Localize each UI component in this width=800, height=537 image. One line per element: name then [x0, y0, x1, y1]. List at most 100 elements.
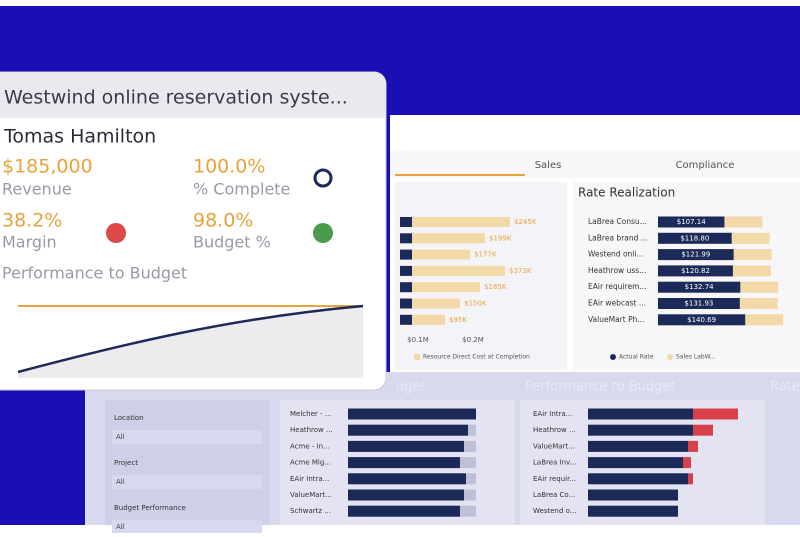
budget-bar: [348, 457, 460, 469]
budget-bar: [348, 440, 464, 452]
rate-bar: [658, 249, 734, 261]
card-header: [0, 72, 386, 118]
card: Westwind online reservation syste... Tom…: [0, 71, 387, 391]
rate-bar: [658, 232, 732, 244]
panel-title: Performance to Budget: [525, 380, 675, 395]
kpi-value: 98.0%: [193, 210, 253, 232]
cost-bar: [400, 217, 412, 227]
row-label: EAir Intra...: [290, 475, 329, 483]
cost-bar: [400, 314, 412, 325]
perf-over: [693, 424, 713, 436]
filter-label: Location: [114, 414, 144, 422]
row-label: Westend onli...: [588, 250, 644, 259]
perf-bar: [588, 424, 693, 436]
kpi-label: Margin: [2, 233, 57, 252]
rate-bar: [658, 265, 733, 277]
cost-label: $199K: [489, 234, 512, 242]
filter-value: All: [116, 478, 125, 486]
cost-bar-bg: [400, 249, 470, 260]
legend-swatch: [610, 354, 616, 360]
perf-over: [683, 457, 691, 469]
axis-label: $0.1M: [407, 336, 429, 344]
axis-label: $0.2M: [462, 336, 484, 344]
filter-pane: [105, 400, 270, 525]
cost-bar-bg: [400, 282, 480, 293]
rate-bar: [658, 298, 740, 309]
filter-label: Budget Performance: [114, 504, 186, 512]
value-label: $132.74: [685, 283, 714, 291]
status-indicator: [313, 168, 333, 188]
perf-bar: [588, 440, 688, 452]
row-label: LaBrea Inv...: [533, 459, 576, 467]
row-label: EAir webcast ...: [588, 299, 646, 308]
kpi-value: 100.0%: [193, 156, 265, 178]
status-indicator: [313, 223, 333, 243]
person-name: Tomas Hamilton: [3, 126, 156, 148]
cost-bar-bg: [400, 314, 445, 325]
legend-swatch: [667, 354, 673, 360]
row-label: EAir Intra...: [533, 410, 572, 418]
perf-over: [688, 473, 693, 485]
perf-over: [688, 440, 698, 452]
budget-bar: [348, 505, 460, 517]
cost-bar: [400, 265, 412, 276]
cost-bar: [400, 282, 412, 293]
status-indicator: [106, 223, 126, 243]
kpi-value: $185,000: [2, 156, 93, 178]
row-label: EAir requir...: [533, 475, 576, 483]
filter-dropdown: [112, 475, 262, 489]
cost-label: $177K: [474, 251, 497, 259]
tab-bar: [390, 150, 800, 178]
cost-bar: [400, 298, 412, 309]
sparkline: [17, 304, 364, 374]
legend-label: Resource Direct Cost at Completion: [423, 354, 530, 361]
row-label: ValueMart...: [290, 491, 332, 499]
perf-bar: [588, 408, 693, 420]
kpi-label: Revenue: [2, 180, 72, 199]
row-label: LaBrea Co...: [533, 491, 575, 499]
cost-bar: [400, 233, 412, 244]
cost-bar-bg: [400, 217, 510, 227]
row-label: EAir requirem...: [588, 282, 647, 291]
rate-bar: [658, 281, 741, 293]
budget-bar: [348, 408, 476, 420]
value-label: $118.80: [680, 234, 709, 242]
row-label: ValueMart Ph...: [588, 315, 645, 324]
row-label: ValueMart...: [533, 442, 575, 450]
budget-bar: [348, 489, 464, 501]
kpi-label: Budget %: [193, 233, 271, 252]
row-label: Heathrow ...: [290, 426, 333, 434]
kpi-value: 38.2%: [2, 210, 62, 232]
panel-title: Rate: [770, 380, 800, 395]
value-label: $140.69: [687, 316, 716, 324]
perf-bar: [588, 489, 678, 501]
cost-bar-bg: [400, 265, 505, 276]
legend-swatch: [414, 354, 420, 360]
filter-label: Project: [114, 459, 138, 467]
value-label: $107.14: [677, 218, 706, 226]
dashboard-content: Sales Compliance $245K$199K $177K $373K$185K…: [112, 160, 800, 534]
rate-bar: [658, 314, 746, 326]
panel-title: dget: [396, 380, 426, 395]
cost-label: $150K: [464, 300, 487, 308]
cost-bar-bg: [400, 233, 485, 244]
filter-value: All: [116, 523, 125, 531]
cost-label: $245K: [514, 218, 537, 226]
perf-bar: [588, 457, 683, 469]
budget-bar: [348, 473, 466, 485]
value-label: $131.93: [684, 300, 713, 308]
row-label: Acme Mig...: [290, 459, 331, 467]
tab: Sales: [535, 160, 562, 171]
chart-title: Performance to Budget: [2, 264, 187, 283]
tab: Compliance: [676, 160, 735, 171]
row-label: Schwartz ...: [290, 507, 331, 515]
row-label: Acme - In...: [290, 442, 330, 450]
card-title: Westwind online reservation syste...: [4, 87, 348, 109]
row-label: Heathrow uss...: [588, 266, 646, 275]
sparkline-area: [18, 306, 363, 378]
cost-label: $185K: [484, 283, 507, 291]
value-label: $120.82: [681, 267, 710, 275]
legend-label: Sales LabW...: [676, 354, 716, 361]
